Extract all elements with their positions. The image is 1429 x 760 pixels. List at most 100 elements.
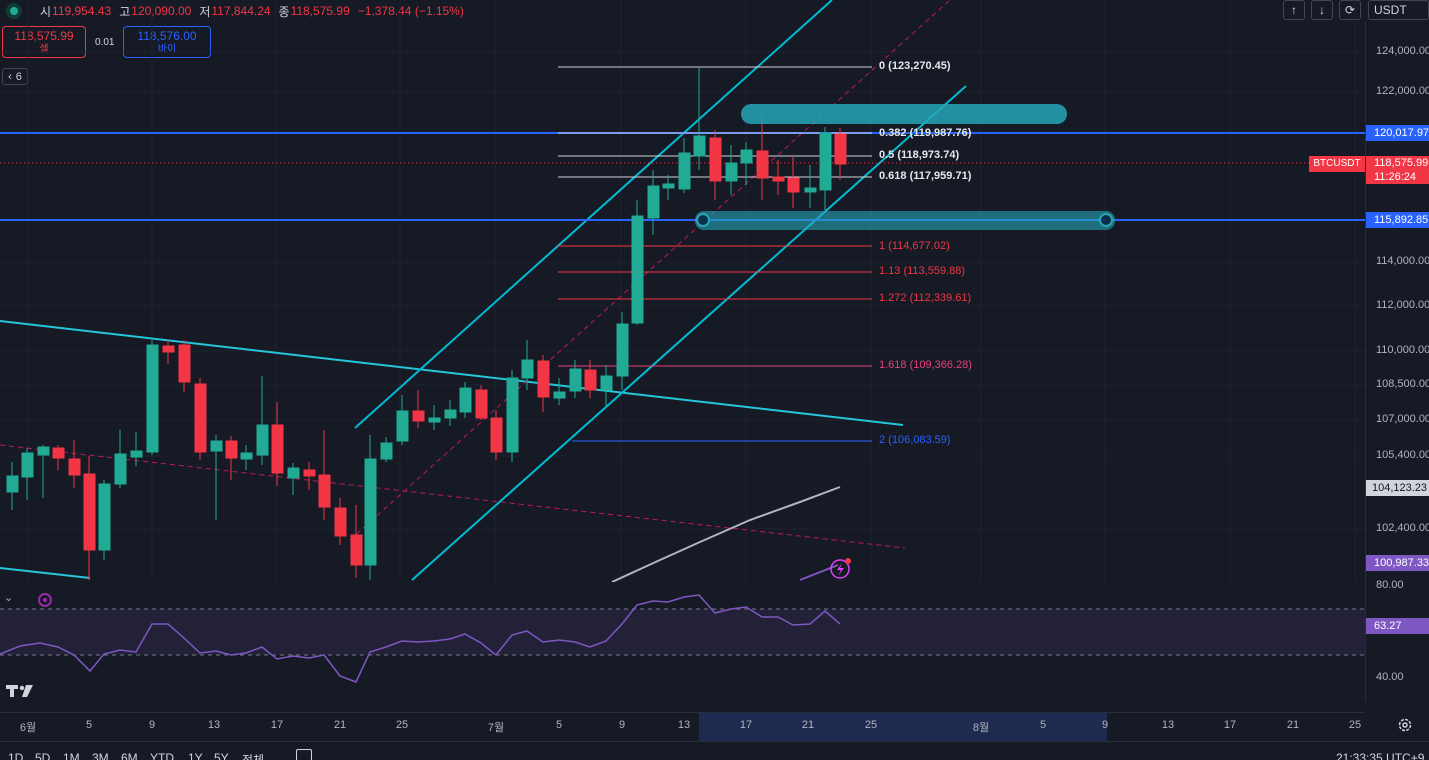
rsi-collapse-button[interactable]: ⌄ xyxy=(4,591,24,607)
time-tick: 17 xyxy=(739,719,753,731)
time-tick: 13 xyxy=(1161,719,1175,731)
current-price: 118,575.99 xyxy=(1374,157,1429,169)
spread-value: 0.01 xyxy=(95,37,115,48)
fib-label-2: 2 (106,083.59) xyxy=(879,434,951,446)
calendar-icon[interactable] xyxy=(296,749,312,760)
rsi-axis[interactable]: 80.00 40.00 xyxy=(1365,579,1429,702)
fib-label-1: 1 (114,677.02) xyxy=(879,240,950,252)
channel-midline[interactable] xyxy=(349,0,951,541)
time-axis[interactable]: 6월 5 9 13 17 21 25 7월 5 9 13 17 21 25 8월… xyxy=(0,712,1365,740)
rsi-band xyxy=(0,609,1365,655)
currency-selector[interactable]: USDT xyxy=(1368,0,1429,20)
lower-trendline[interactable] xyxy=(0,567,91,579)
moving-average-line[interactable] xyxy=(611,486,841,582)
support-zone-marker[interactable] xyxy=(695,211,1115,230)
fib-label-113: 1.13 (113,559.88) xyxy=(879,265,966,277)
refresh-icon: ⟳ xyxy=(1344,3,1356,17)
arrow-up-icon: ↑ xyxy=(1291,3,1297,17)
time-tick: 5 xyxy=(85,719,93,731)
bottom-toolbar: 1D 5D 1M 3M 6M YTD 1Y 5Y 전체 21:33:35 UTC… xyxy=(0,741,1429,760)
low-value: 117,844.24 xyxy=(211,4,271,18)
high-value: 120,090.00 xyxy=(131,4,192,18)
time-tick: 21 xyxy=(1286,719,1300,731)
time-tick: 9 xyxy=(148,719,156,731)
time-tick: 21 xyxy=(801,719,815,731)
price-tick: 107,000.00 xyxy=(1376,413,1429,425)
range-3m[interactable]: 3M xyxy=(92,751,109,760)
candle-countdown: 11:26:24 xyxy=(1374,171,1417,183)
candles[interactable] xyxy=(6,68,847,580)
time-tick: 25 xyxy=(1348,719,1362,731)
fib-label-0618: 0.618 (117,959.71) xyxy=(879,170,972,182)
rsi-line[interactable] xyxy=(0,594,841,683)
chevron-left-icon: ‹ xyxy=(8,70,12,83)
rsi-value-label: 63.27 xyxy=(1366,618,1429,634)
fib-label-0: 0 (123,270.45) xyxy=(879,60,951,72)
ma-price-label: 104,123.23 xyxy=(1366,480,1429,496)
indicator-price-label: 100,987.33 xyxy=(1366,555,1429,571)
time-tick: 8월 xyxy=(972,722,990,734)
close-key: 종 xyxy=(278,4,290,19)
descending-trendline[interactable] xyxy=(0,320,904,426)
range-5y[interactable]: 5Y xyxy=(214,751,229,760)
rsi-tick: 80.00 xyxy=(1376,579,1404,591)
sell-button[interactable]: 118,575.99 셀 xyxy=(2,26,86,58)
time-tick: 9 xyxy=(618,719,626,731)
high-key: 고 xyxy=(119,4,131,19)
time-tick: 6월 xyxy=(19,722,37,734)
price-tick: 108,500.00 xyxy=(1376,378,1429,390)
close-value: 118,575.99 xyxy=(290,4,350,18)
scroll-up-button[interactable]: ↑ xyxy=(1283,0,1305,20)
rsi-settings-icon[interactable] xyxy=(36,591,54,609)
current-price-label: 118,575.99 11:26:24 xyxy=(1366,156,1429,184)
resistance-price-label: 120,017.97 xyxy=(1366,125,1429,141)
resistance-zone-marker[interactable] xyxy=(741,104,1067,124)
price-tick: 114,000.00 xyxy=(1376,255,1429,267)
rsi-pane[interactable] xyxy=(0,589,1365,702)
range-all[interactable]: 전체 xyxy=(242,753,265,760)
range-5d[interactable]: 5D xyxy=(35,751,51,760)
change-value: −1,378.44 (−1.15%) xyxy=(357,4,464,18)
buy-label: 바이 xyxy=(157,44,177,55)
time-tick: 9 xyxy=(1101,719,1109,731)
time-tick: 7월 xyxy=(487,722,505,734)
range-1m[interactable]: 1M xyxy=(63,751,80,760)
scroll-down-button[interactable]: ↓ xyxy=(1311,0,1333,20)
sell-label: 셀 xyxy=(39,44,49,55)
arrow-down-icon: ↓ xyxy=(1319,3,1325,17)
price-axis[interactable]: 124,000.00 122,000.00 114,000.00 112,000… xyxy=(1365,22,1429,582)
range-ytd[interactable]: YTD xyxy=(150,751,174,760)
dashed-trendline[interactable] xyxy=(0,444,906,549)
price-tick: 102,400.00 xyxy=(1376,522,1429,534)
time-tick: 25 xyxy=(864,719,878,731)
time-tick: 17 xyxy=(1223,719,1237,731)
price-tick: 105,400.00 xyxy=(1376,449,1429,461)
tradingview-logo[interactable] xyxy=(6,683,38,699)
rsi-tick: 40.00 xyxy=(1376,671,1404,683)
range-6m[interactable]: 6M xyxy=(121,751,138,760)
time-tick: 5 xyxy=(1039,719,1047,731)
time-tick: 25 xyxy=(395,719,409,731)
zone-handle-left[interactable] xyxy=(696,213,710,227)
range-1d[interactable]: 1D xyxy=(8,751,24,760)
channel-upper-line[interactable] xyxy=(354,0,833,429)
price-tick: 124,000.00 xyxy=(1376,45,1429,57)
fib-label-1618: 1.618 (109,366.28) xyxy=(879,359,972,371)
symbol-status-icon[interactable] xyxy=(6,3,22,19)
time-tick: 13 xyxy=(207,719,221,731)
chart-settings-icon[interactable] xyxy=(1397,717,1413,733)
main-chart[interactable] xyxy=(0,0,1365,582)
time-tick: 17 xyxy=(270,719,284,731)
clock: 21:33:35 UTC+9 xyxy=(1336,751,1425,760)
fib-label-1272: 1.272 (112,339.61) xyxy=(879,292,972,304)
lightning-icon[interactable] xyxy=(830,558,851,579)
chevron-down-icon: ⌄ xyxy=(4,592,14,604)
open-key: 시 xyxy=(40,4,52,19)
zone-handle-right[interactable] xyxy=(1099,213,1113,227)
symbol-label: BTCUSDT xyxy=(1309,156,1365,172)
channel-lower-line[interactable] xyxy=(411,85,967,581)
time-tick: 13 xyxy=(677,719,691,731)
price-tick: 122,000.00 xyxy=(1376,85,1429,97)
range-1y[interactable]: 1Y xyxy=(188,751,203,760)
support-price-label: 115,892.85 xyxy=(1366,212,1429,228)
